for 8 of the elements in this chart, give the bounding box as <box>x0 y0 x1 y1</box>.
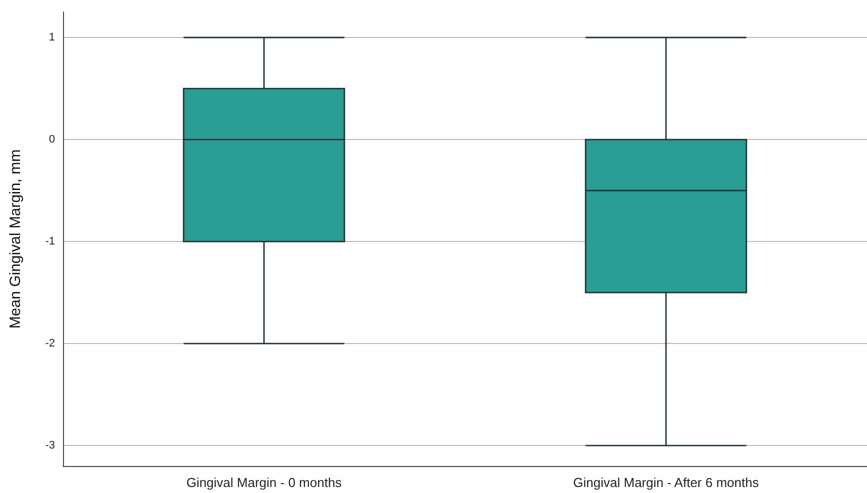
y-tick-label: -2 <box>45 338 55 350</box>
y-axis-title: Mean Gingival Margin, mm <box>7 149 24 329</box>
y-tick-label: -3 <box>45 440 55 452</box>
x-tick-label: Gingival Margin - 0 months <box>186 475 342 490</box>
y-tick-label: 0 <box>48 134 55 146</box>
x-tick-label: Gingival Margin - After 6 months <box>573 475 760 490</box>
y-tick-label: 1 <box>48 32 55 44</box>
y-tick-label: -1 <box>45 236 55 248</box>
